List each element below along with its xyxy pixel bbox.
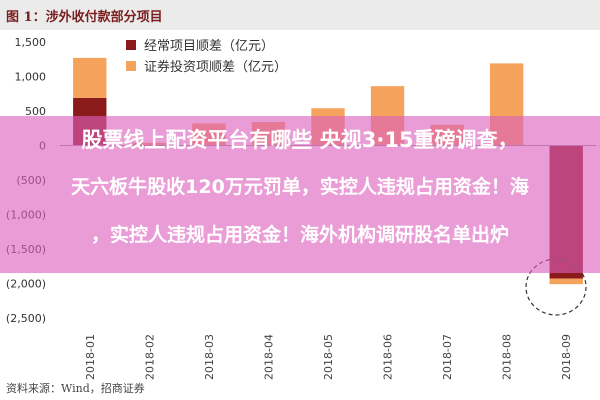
y-tick-label: 1,500	[15, 36, 47, 49]
legend-swatch	[126, 61, 136, 71]
legend-swatch	[126, 40, 136, 50]
x-tick-label: 2018-02	[143, 334, 156, 380]
x-tick-label: 2018-07	[441, 334, 454, 380]
source-note: 资料来源：Wind，招商证券	[6, 382, 145, 395]
x-tick-label: 2018-01	[84, 334, 97, 380]
bar	[549, 278, 583, 285]
y-tick-label: 500	[25, 105, 46, 118]
overlay-headline-1[interactable]: 股票线上配资平台有哪些 央视3·15重磅调查，	[81, 128, 519, 152]
bar	[73, 57, 107, 98]
legend: 经常项目顺差（亿元） 证券投资项顺差（亿元）	[126, 39, 287, 75]
x-tick-label: 2018-08	[501, 334, 514, 380]
x-tick-label: 2018-05	[322, 334, 335, 380]
overlay-headline-2[interactable]: 天六板牛股收120万元罚单，实控人违规占用资金！海	[71, 176, 529, 198]
figure-title-bar: 图 1：涉外收付款部分项目	[0, 0, 600, 30]
y-tick-label: (2,500)	[6, 312, 46, 325]
overlay-headline-3[interactable]: ，实控人违规占用资金！海外机构调研股名单出炉	[90, 224, 509, 246]
legend-label: 证券投资项顺差（亿元）	[144, 59, 287, 75]
y-tick-label: 1,000	[15, 71, 47, 84]
x-tick-label: 2018-06	[382, 334, 395, 380]
y-tick-label: (2,000)	[6, 278, 46, 291]
legend-label: 经常项目顺差（亿元）	[144, 39, 274, 54]
x-tick-label: 2018-03	[203, 334, 216, 380]
x-tick-label: 2018-09	[560, 334, 573, 380]
promo-overlay-banner[interactable]: 股票线上配资平台有哪些 央视3·15重磅调查， 天六板牛股收120万元罚单，实控…	[0, 116, 600, 273]
figure-title: 图 1：涉外收付款部分项目	[6, 10, 163, 25]
x-tick-label: 2018-04	[262, 334, 275, 380]
